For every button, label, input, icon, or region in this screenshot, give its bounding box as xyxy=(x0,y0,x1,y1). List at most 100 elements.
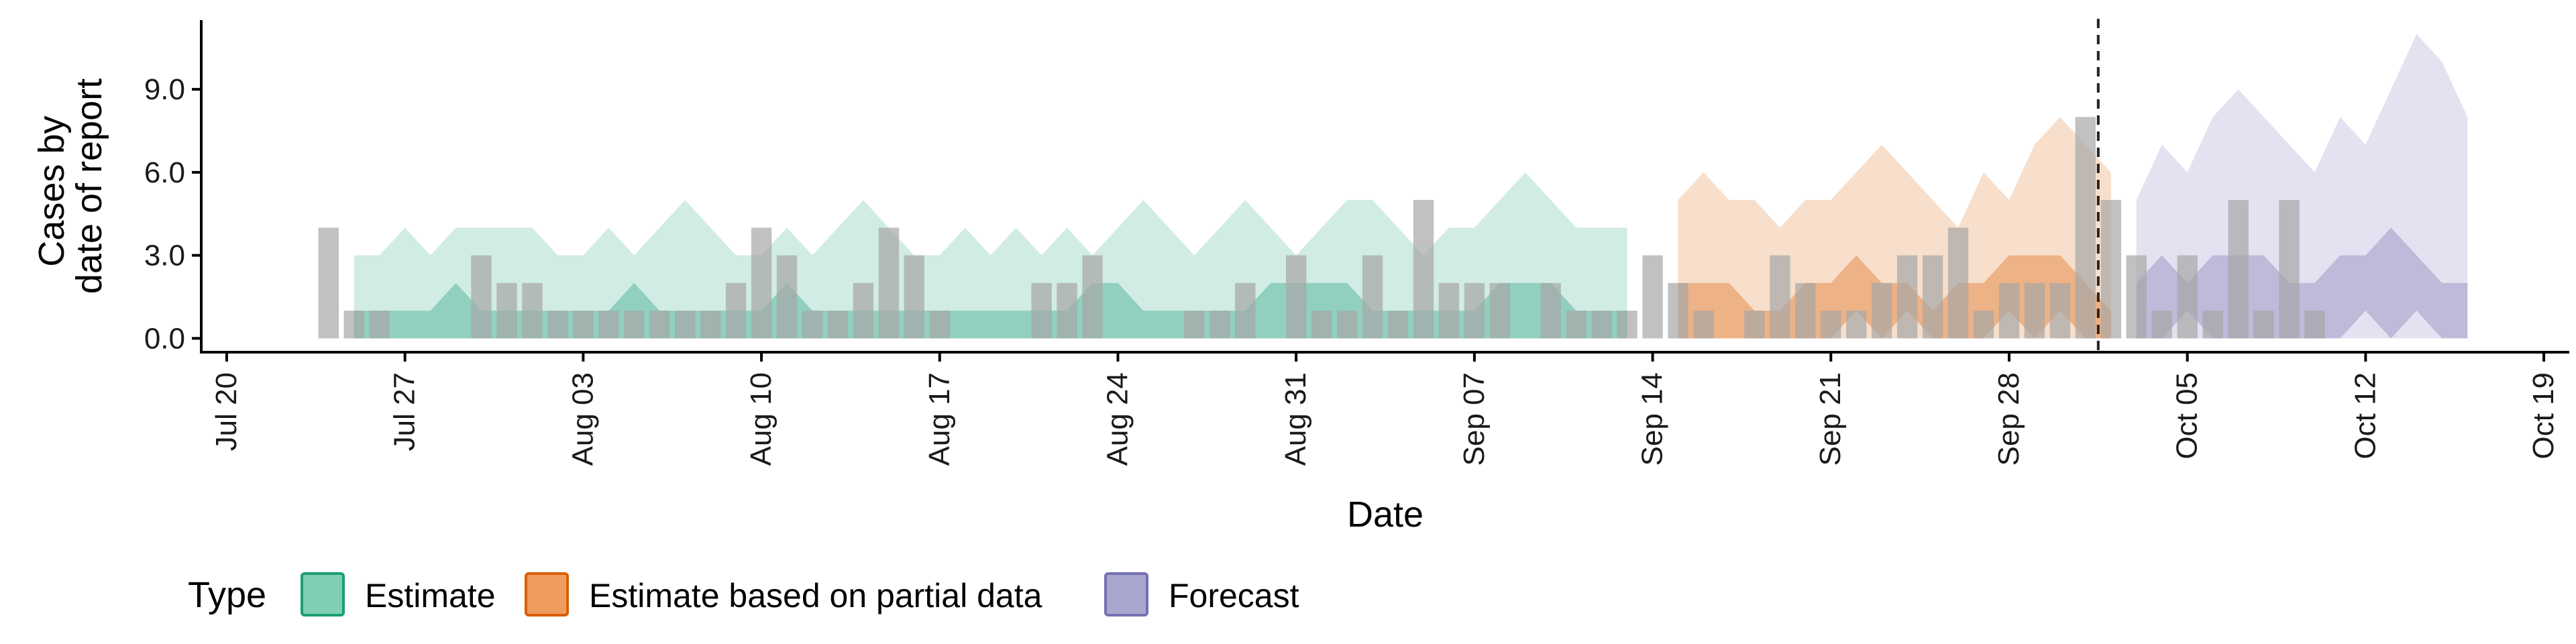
x-tick-label: Aug 03 xyxy=(566,372,599,466)
reported-cases-bar xyxy=(1973,311,1994,339)
reported-cases-bar xyxy=(1998,282,2020,339)
reported-cases-bar xyxy=(2228,200,2249,339)
reported-cases-bar xyxy=(1744,311,1765,339)
reported-cases-bar xyxy=(496,282,517,339)
legend-swatch xyxy=(525,572,569,616)
reported-cases-bar xyxy=(878,227,900,339)
legend-swatch xyxy=(1104,572,1148,616)
reported-cases-bar xyxy=(471,255,492,339)
reported-cases-bar xyxy=(1082,255,1103,339)
reported-cases-bar xyxy=(1031,282,1052,339)
reported-cases-bar xyxy=(598,311,619,339)
reported-cases-bar xyxy=(1846,311,1867,339)
y-tick-label: 9.0 xyxy=(144,73,185,106)
x-tick-label: Sep 21 xyxy=(1814,372,1847,466)
reported-cases-bar xyxy=(649,311,670,339)
reported-cases-bar xyxy=(2202,311,2223,339)
reported-cases-bar xyxy=(1464,282,1485,339)
legend-title: Type xyxy=(188,575,266,615)
reported-cases-bar xyxy=(2049,282,2071,339)
reported-cases-bar xyxy=(1770,255,1790,339)
x-tick-label: Aug 17 xyxy=(923,372,956,466)
reported-cases-bar xyxy=(1336,311,1358,339)
reported-cases-bar xyxy=(2253,311,2274,339)
reported-cases-bar xyxy=(2151,311,2172,339)
axes xyxy=(200,20,2569,354)
legend-label: Estimate based on partial data xyxy=(589,577,1042,614)
reported-cases-bar xyxy=(1617,311,1638,339)
reported-cases-bar xyxy=(1947,227,1969,339)
reported-cases-bar xyxy=(1311,311,1332,339)
reported-cases-bar xyxy=(2100,200,2121,339)
reported-cases-bar xyxy=(1057,282,1077,339)
reported-cases-bar xyxy=(1693,311,1714,339)
reported-cases-bar xyxy=(1821,311,1841,339)
reported-cases-bar xyxy=(827,311,849,339)
legend-label: Forecast xyxy=(1169,577,1299,614)
x-tick-label: Oct 05 xyxy=(2171,372,2204,460)
reported-cases-bar xyxy=(343,311,364,339)
reported-cases-bar xyxy=(1438,282,1460,339)
x-tick-label: Oct 12 xyxy=(2349,372,2381,460)
x-tick-label: Aug 31 xyxy=(1279,372,1312,466)
reported-cases-bar xyxy=(1642,255,1663,339)
y-tick-label: 6.0 xyxy=(144,156,185,189)
y-tick-label: 3.0 xyxy=(144,239,185,272)
reported-cases-bar xyxy=(1286,255,1307,339)
reported-cases-bar xyxy=(1235,282,1256,339)
reported-cases-bar xyxy=(2024,282,2045,339)
x-axis-title: Date xyxy=(1347,494,1424,535)
y-axis-title: Cases by date of report xyxy=(32,78,109,294)
reported-cases-bar xyxy=(624,311,645,339)
y-axis-ticks: 0.0 3.0 6.0 9.0 xyxy=(144,73,201,355)
forecast-outer-band xyxy=(2136,34,2468,339)
x-tick-label: Sep 28 xyxy=(1992,372,2025,466)
reported-cases-bar xyxy=(2075,117,2096,339)
reported-cases-bar xyxy=(1591,311,1612,339)
reported-cases-bar xyxy=(573,311,594,339)
reported-cases-bar xyxy=(2279,200,2300,339)
x-axis-ticks: Jul 20 Jul 27 Aug 03 Aug 10 Aug 17 Aug 24 Aug … xyxy=(210,352,2560,466)
reported-cases-bar xyxy=(751,227,772,339)
reported-cases-bar xyxy=(1387,311,1409,339)
reported-cases-bar xyxy=(700,311,721,339)
estimate-bands xyxy=(354,34,2468,339)
reported-cases-bar xyxy=(929,311,950,339)
x-tick-label: Sep 07 xyxy=(1458,372,1491,466)
reported-cases-bars xyxy=(318,117,2325,339)
legend-swatch xyxy=(301,572,345,616)
legend: Type Estimate Estimate based on partial d… xyxy=(188,572,1299,616)
y-tick-label: 0.0 xyxy=(144,322,185,355)
reported-cases-bar xyxy=(675,311,696,339)
reported-cases-bar xyxy=(1872,282,1892,339)
reported-cases-bar xyxy=(1362,255,1383,339)
reported-cases-bar xyxy=(2177,255,2198,339)
estimate-inner-band xyxy=(354,282,1627,339)
reported-cases-bar xyxy=(776,255,798,339)
x-tick-label: Jul 27 xyxy=(388,372,421,451)
reported-cases-bar xyxy=(1922,255,1943,339)
reported-cases-bar xyxy=(725,282,747,339)
reported-cases-bar xyxy=(1184,311,1205,339)
x-tick-label: Aug 24 xyxy=(1101,372,1134,466)
y-axis-title-line-1: Cases by xyxy=(32,115,72,266)
reported-cases-bar xyxy=(1795,282,1816,339)
reported-cases-bar xyxy=(2126,255,2147,339)
reported-cases-bar xyxy=(1668,282,1688,339)
reported-cases-bar xyxy=(1489,282,1510,339)
x-tick-label: Sep 14 xyxy=(1636,372,1669,466)
reported-cases-bar xyxy=(522,282,543,339)
reported-cases-bar xyxy=(1210,311,1230,339)
reported-cases-bar xyxy=(1566,311,1587,339)
estimate-outer-band xyxy=(354,172,1627,339)
reported-cases-bar xyxy=(853,282,874,339)
reported-cases-bar xyxy=(318,227,339,339)
y-axis-title-line-2: date of report xyxy=(69,78,109,294)
reported-cases-bar xyxy=(1896,255,1918,339)
x-tick-label: Jul 20 xyxy=(210,372,243,451)
reported-cases-bar xyxy=(904,255,924,339)
x-tick-label: Oct 19 xyxy=(2527,372,2560,460)
reported-cases-bar xyxy=(547,311,568,339)
reported-cases-bar xyxy=(1540,282,1561,339)
